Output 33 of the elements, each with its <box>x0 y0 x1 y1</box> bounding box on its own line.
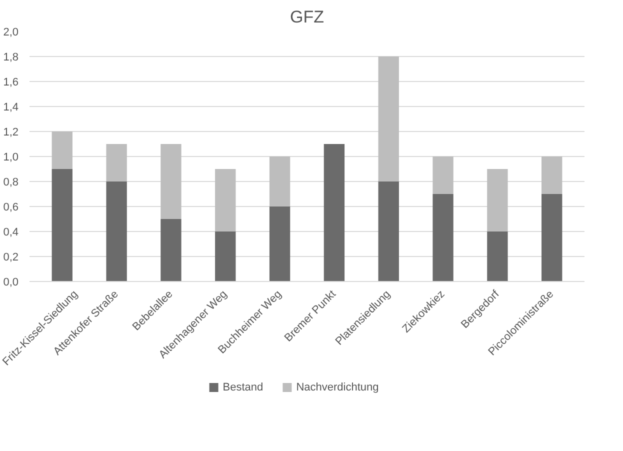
y-tick-label: 0,6 <box>3 202 19 214</box>
bar <box>215 169 236 232</box>
bar <box>106 182 127 282</box>
y-tick-label: 1,4 <box>3 102 19 114</box>
bar <box>52 132 72 169</box>
bar <box>106 144 127 182</box>
bar <box>215 232 236 282</box>
bar <box>432 194 454 282</box>
bar <box>269 206 290 282</box>
bar <box>160 144 182 219</box>
bar <box>487 232 508 282</box>
y-tick-label: 0,2 <box>3 252 19 264</box>
bar <box>378 56 399 182</box>
bar <box>324 144 345 282</box>
bar <box>542 194 562 282</box>
bar <box>52 169 72 282</box>
y-tick-label: 1,2 <box>3 126 19 138</box>
bar <box>542 156 562 194</box>
y-tick-label: 0,0 <box>3 276 19 288</box>
chart-title: GFZ <box>290 8 324 26</box>
bar <box>160 219 182 282</box>
bar <box>432 156 454 194</box>
y-tick-label: 2,0 <box>3 26 19 38</box>
y-tick-label: 1,0 <box>3 152 19 164</box>
y-tick-label: 0,4 <box>3 226 19 238</box>
y-tick-label: 1,6 <box>3 76 19 88</box>
legend-label: Bestand <box>222 382 264 394</box>
bar <box>487 169 508 232</box>
y-tick-label: 1,8 <box>3 52 19 64</box>
y-tick-label: 0,8 <box>3 176 19 188</box>
legend-label: Nachverdichtung <box>296 382 379 394</box>
bar <box>269 156 290 206</box>
bar <box>378 182 399 282</box>
